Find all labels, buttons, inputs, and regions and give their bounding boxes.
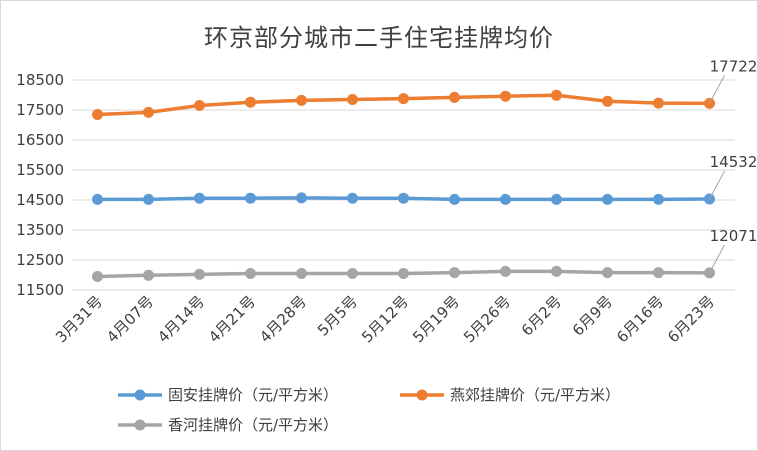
legend-entry: 固安挂牌价（元/平方米） — [168, 386, 338, 404]
data-point — [143, 106, 154, 118]
data-label-leader — [709, 244, 725, 274]
data-label: 12071 — [710, 227, 758, 245]
y-tick-label: 11500 — [16, 281, 64, 299]
data-point — [398, 268, 409, 279]
x-tick-label: 5月12号 — [358, 292, 412, 346]
data-point — [143, 269, 154, 281]
x-tick-label: 5月5号 — [314, 292, 361, 339]
legend-swatch-marker — [134, 389, 146, 401]
data-point — [296, 268, 307, 279]
data-point — [653, 267, 664, 279]
data-point — [245, 268, 256, 279]
data-point — [296, 192, 307, 204]
y-tick-label: 18500 — [16, 71, 64, 89]
data-point — [143, 193, 154, 205]
data-label-leader — [709, 170, 725, 200]
y-tick-label: 13500 — [16, 221, 64, 239]
data-point — [449, 267, 460, 279]
data-point — [653, 97, 664, 109]
data-point — [449, 193, 460, 205]
data-label: 17722 — [710, 57, 758, 75]
data-label-leader — [709, 75, 725, 104]
data-point — [500, 265, 511, 277]
data-point — [92, 193, 103, 205]
data-point — [500, 193, 511, 205]
x-tick-label: 6月2号 — [518, 292, 565, 339]
data-point — [347, 94, 358, 105]
x-tick-label: 4月07号 — [103, 292, 157, 346]
y-tick-label: 14500 — [16, 191, 64, 209]
legend-entry: 香河挂牌价（元/平方米） — [168, 416, 338, 434]
y-tick-label: 17500 — [16, 101, 64, 119]
data-point — [296, 94, 307, 106]
data-point — [653, 193, 664, 205]
x-tick-label: 3月31号 — [52, 292, 106, 346]
data-point — [398, 93, 409, 105]
legend-entry: 燕郊挂牌价（元/平方米） — [450, 386, 620, 404]
y-tick-label: 16500 — [16, 131, 64, 149]
data-point — [551, 193, 562, 205]
data-point — [551, 265, 562, 277]
data-point — [194, 192, 205, 204]
x-tick-label: 4月21号 — [205, 292, 259, 346]
x-tick-label: 4月14号 — [154, 292, 208, 346]
data-point — [449, 91, 460, 103]
data-point — [92, 271, 103, 282]
data-label: 14532 — [710, 153, 758, 171]
data-point — [602, 267, 613, 279]
x-tick-label: 4月28号 — [256, 292, 310, 346]
data-point — [194, 268, 205, 280]
data-point — [500, 90, 511, 102]
data-point — [194, 100, 205, 111]
x-tick-label: 5月26号 — [460, 292, 514, 346]
x-tick-label: 6月23号 — [664, 292, 718, 346]
legend-swatch-marker — [416, 389, 428, 401]
data-point — [245, 192, 256, 204]
x-tick-label: 6月9号 — [569, 292, 616, 339]
y-tick-label: 15500 — [16, 161, 64, 179]
x-tick-label: 5月19号 — [409, 292, 463, 346]
data-point — [602, 193, 613, 205]
data-point — [92, 109, 103, 120]
data-point — [398, 192, 409, 204]
x-tick-label: 6月16号 — [613, 292, 667, 346]
data-point — [551, 89, 562, 101]
data-point — [347, 268, 358, 279]
y-tick-label: 12500 — [16, 251, 64, 269]
chart-title: 环京部分城市二手住宅挂牌均价 — [204, 24, 554, 52]
data-point — [347, 192, 358, 204]
legend-swatch-marker — [134, 419, 146, 431]
data-point — [602, 95, 613, 107]
data-point — [245, 96, 256, 108]
